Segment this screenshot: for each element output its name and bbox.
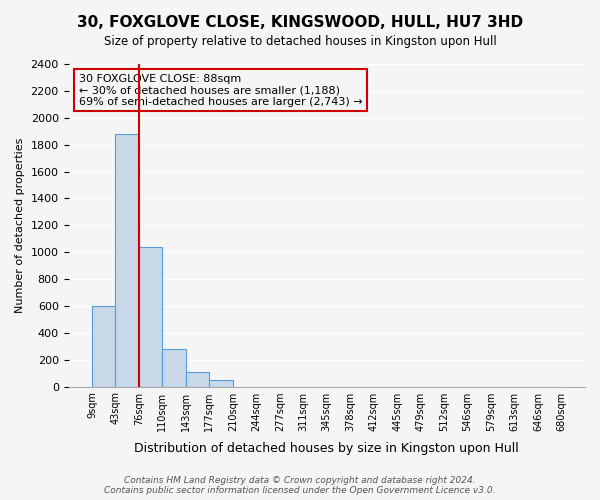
Text: Size of property relative to detached houses in Kingston upon Hull: Size of property relative to detached ho… — [104, 35, 496, 48]
Bar — [186, 372, 209, 386]
Text: Contains HM Land Registry data © Crown copyright and database right 2024.
Contai: Contains HM Land Registry data © Crown c… — [104, 476, 496, 495]
Y-axis label: Number of detached properties: Number of detached properties — [15, 138, 25, 313]
Text: 30, FOXGLOVE CLOSE, KINGSWOOD, HULL, HU7 3HD: 30, FOXGLOVE CLOSE, KINGSWOOD, HULL, HU7… — [77, 15, 523, 30]
X-axis label: Distribution of detached houses by size in Kingston upon Hull: Distribution of detached houses by size … — [134, 442, 519, 455]
Bar — [163, 349, 186, 387]
Bar — [209, 380, 233, 386]
Bar — [139, 248, 163, 386]
Bar — [92, 306, 115, 386]
Bar — [115, 134, 139, 386]
Text: 30 FOXGLOVE CLOSE: 88sqm
← 30% of detached houses are smaller (1,188)
69% of sem: 30 FOXGLOVE CLOSE: 88sqm ← 30% of detach… — [79, 74, 362, 107]
